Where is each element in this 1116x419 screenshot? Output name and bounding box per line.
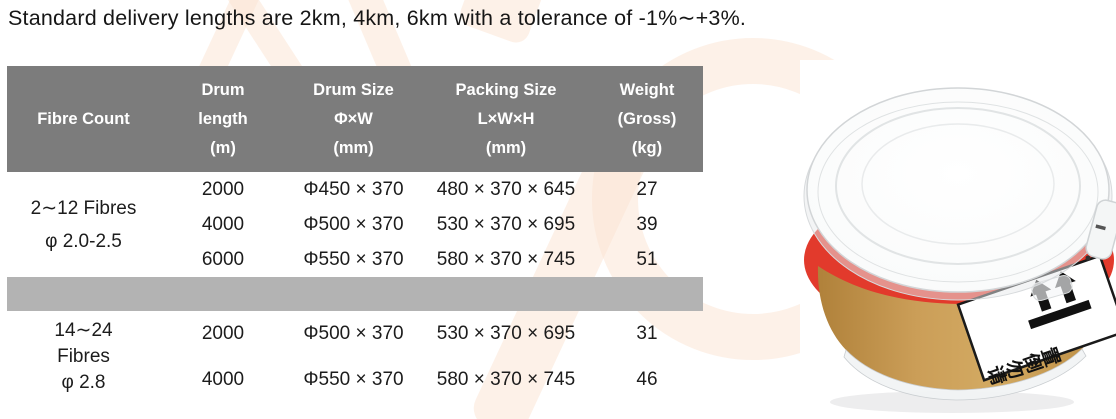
cell-weight: 51 <box>636 248 658 270</box>
cell-drum-length: 6000 <box>201 248 245 270</box>
cell-drum-size: Φ550 × 370 <box>303 248 404 270</box>
drum-shadow <box>830 391 1074 413</box>
drum-bottom-rim <box>843 348 1087 401</box>
col-header-fibre-count: Fibre Count <box>7 66 160 172</box>
col-header-drum-size: Drum Size Φ×W (mm) <box>286 66 421 172</box>
cell-packing-size: 480 × 370 × 645 <box>436 178 576 200</box>
col-header-weight: Weight (Gross) (kg) <box>591 66 703 172</box>
drum-lid <box>806 87 1110 293</box>
table-row: 14∼24 Fibres φ 2.8 2000 Φ500 × 370 530 ×… <box>7 311 703 393</box>
cell-fibre-count-group2: 14∼24 Fibres φ 2.8 <box>54 320 113 393</box>
cell-drum-length: 2000 <box>201 323 245 344</box>
intro-text: Standard delivery lengths are 2km, 4km, … <box>8 6 747 30</box>
table-row: 6000 Φ550 × 370 580 × 370 × 745 51 <box>7 242 703 277</box>
packing-spec-table: Fibre Count Drum length (m) Drum Size Φ×… <box>7 66 703 403</box>
cell-packing-size: 530 × 370 × 695 <box>436 323 576 344</box>
cell-packing-size: 580 × 370 × 745 <box>436 248 576 270</box>
cable-drum-photo: 请勿倒置 <box>800 60 1116 419</box>
cell-drum-length: 4000 <box>201 369 245 390</box>
cell-packing-size: 530 × 370 × 695 <box>436 213 576 235</box>
cell-drum-size: Φ550 × 370 <box>303 369 404 390</box>
cell-drum-size: Φ500 × 370 <box>303 213 404 235</box>
cell-packing-size: 580 × 370 × 745 <box>436 369 576 390</box>
cell-weight: 27 <box>636 178 658 200</box>
table-row: 4000 Φ500 × 370 530 × 370 × 695 39 <box>7 207 703 242</box>
table-group-separator <box>7 277 703 311</box>
lid-ridge <box>817 101 1099 283</box>
cell-drum-length: 2000 <box>201 178 245 200</box>
warning-label: 请勿倒置 <box>956 254 1116 388</box>
lid-ridge <box>835 107 1081 265</box>
cell-drum-size: Φ450 × 370 <box>303 178 404 200</box>
lid-ridge <box>861 123 1055 245</box>
table-row: 2∼12 Fibres φ 2.0-2.5 2000 Φ450 × 370 48… <box>7 172 703 252</box>
latch-pin <box>1085 255 1091 261</box>
col-header-drum-length: Drum length (m) <box>160 66 286 172</box>
table-row: 4000 Φ550 × 370 580 × 370 × 745 46 <box>7 357 703 403</box>
col-header-packing-size: Packing Size L×W×H (mm) <box>421 66 591 172</box>
cell-fibre-count-group1: 2∼12 Fibres φ 2.0-2.5 <box>30 197 137 252</box>
cell-drum-size: Φ500 × 370 <box>303 323 404 344</box>
cell-weight: 31 <box>636 323 658 344</box>
cell-weight: 46 <box>636 369 658 390</box>
table-header-row: Fibre Count Drum length (m) Drum Size Φ×… <box>7 66 703 172</box>
cell-drum-length: 4000 <box>201 213 245 235</box>
cell-weight: 39 <box>636 213 658 235</box>
lid-latch <box>1085 199 1116 260</box>
